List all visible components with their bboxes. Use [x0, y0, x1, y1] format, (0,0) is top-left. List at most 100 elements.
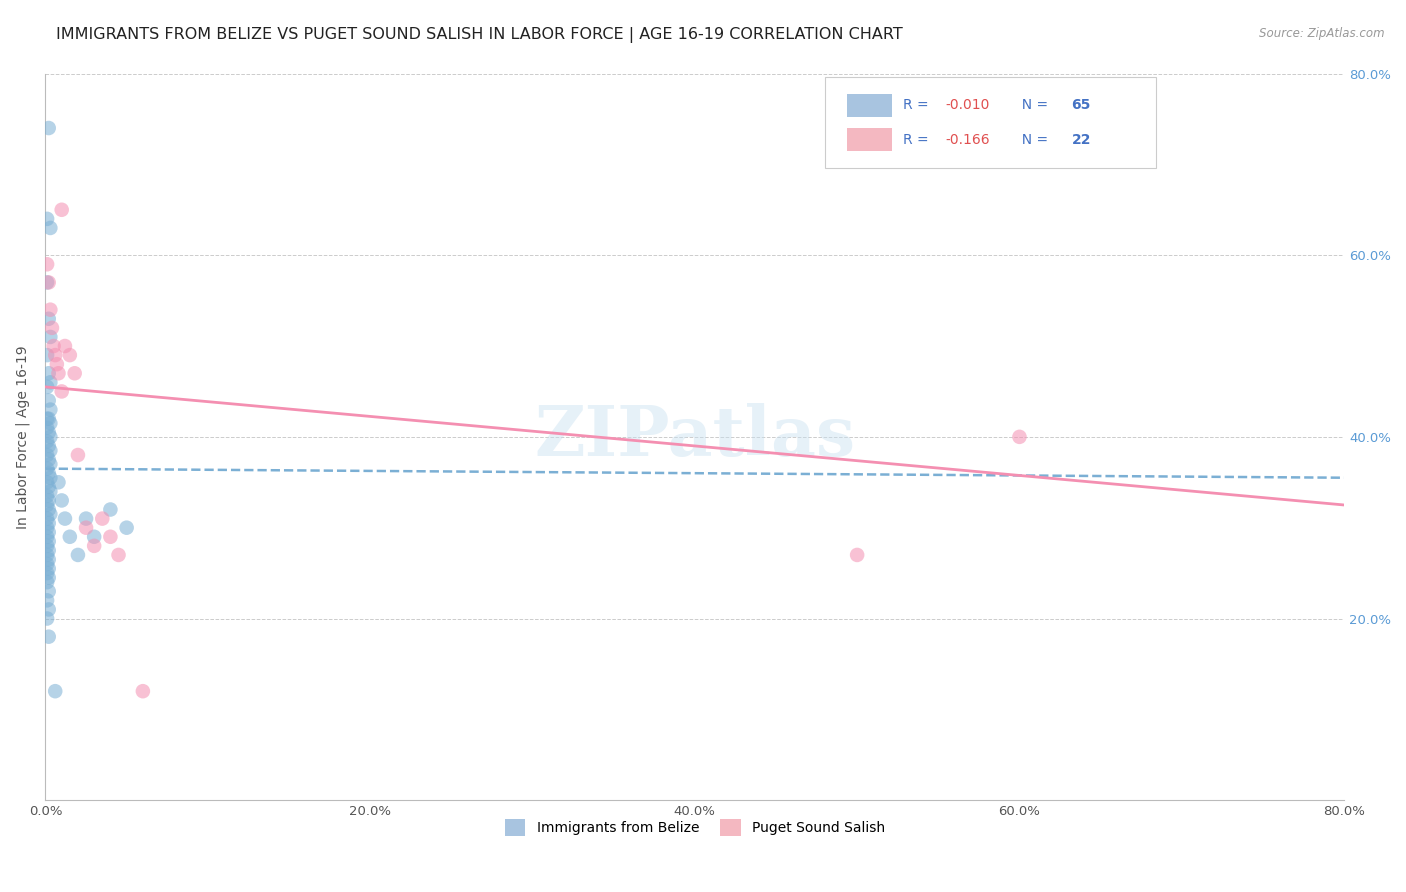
Point — [48, 366, 70, 380]
Point — [35, 257, 58, 271]
FancyBboxPatch shape — [846, 128, 893, 152]
Point — [39, 443, 62, 458]
Point — [51, 202, 73, 217]
Point — [91, 511, 114, 525]
Point — [51, 384, 73, 399]
Point — [63, 366, 86, 380]
Point — [39, 484, 62, 499]
Point — [66, 448, 89, 462]
Point — [38, 480, 60, 494]
FancyBboxPatch shape — [825, 77, 1156, 168]
Point — [39, 430, 62, 444]
Point — [59, 530, 82, 544]
Text: Source: ZipAtlas.com: Source: ZipAtlas.com — [1260, 27, 1385, 40]
Point — [38, 571, 60, 585]
Point — [38, 366, 60, 380]
Point — [39, 402, 62, 417]
Point — [38, 425, 60, 440]
Point — [38, 393, 60, 408]
Point — [115, 521, 138, 535]
Text: IMMIGRANTS FROM BELIZE VS PUGET SOUND SALISH IN LABOR FORCE | AGE 16-19 CORRELAT: IMMIGRANTS FROM BELIZE VS PUGET SOUND SA… — [56, 27, 903, 43]
Point — [35, 539, 58, 553]
Point — [100, 530, 122, 544]
Point — [35, 348, 58, 362]
Point — [38, 276, 60, 290]
Y-axis label: In Labor Force | Age 16-19: In Labor Force | Age 16-19 — [15, 345, 30, 529]
Text: R =: R = — [903, 98, 932, 112]
Point — [51, 493, 73, 508]
Point — [35, 380, 58, 394]
Point — [35, 461, 58, 475]
Point — [35, 521, 58, 535]
Point — [75, 521, 97, 535]
Point — [35, 593, 58, 607]
Point — [39, 416, 62, 430]
Point — [75, 511, 97, 525]
Point — [45, 357, 67, 371]
Point — [35, 566, 58, 580]
Point — [38, 466, 60, 480]
Point — [39, 507, 62, 521]
Point — [38, 584, 60, 599]
Point — [107, 548, 129, 562]
Point — [35, 498, 58, 512]
Point — [35, 557, 58, 571]
Point — [38, 561, 60, 575]
Point — [83, 530, 105, 544]
Point — [35, 475, 58, 490]
Point — [35, 211, 58, 226]
Point — [35, 548, 58, 562]
Point — [38, 502, 60, 516]
Point — [100, 502, 122, 516]
Point — [38, 121, 60, 136]
Point — [35, 489, 58, 503]
Point — [38, 516, 60, 530]
Text: 22: 22 — [1071, 133, 1091, 146]
Point — [38, 602, 60, 616]
Point — [48, 475, 70, 490]
Point — [53, 339, 76, 353]
Point — [35, 448, 58, 462]
Point — [66, 548, 89, 562]
Point — [39, 457, 62, 471]
Point — [38, 525, 60, 540]
Point — [38, 411, 60, 425]
Legend: Immigrants from Belize, Puget Sound Salish: Immigrants from Belize, Puget Sound Sali… — [496, 811, 893, 844]
Text: N =: N = — [1012, 133, 1053, 146]
Point — [35, 575, 58, 590]
Text: R =: R = — [903, 133, 932, 146]
Point — [35, 411, 58, 425]
Text: -0.010: -0.010 — [945, 98, 990, 112]
Point — [35, 276, 58, 290]
Point — [38, 311, 60, 326]
Point — [39, 376, 62, 390]
Point — [41, 321, 63, 335]
FancyBboxPatch shape — [846, 94, 893, 117]
Point — [35, 530, 58, 544]
Point — [38, 534, 60, 549]
Point — [35, 511, 58, 525]
Point — [53, 511, 76, 525]
Text: N =: N = — [1012, 98, 1053, 112]
Point — [846, 548, 869, 562]
Point — [83, 539, 105, 553]
Point — [1008, 430, 1031, 444]
Point — [59, 348, 82, 362]
Point — [39, 330, 62, 344]
Point — [38, 493, 60, 508]
Point — [38, 439, 60, 453]
Point — [38, 552, 60, 566]
Point — [132, 684, 155, 698]
Point — [39, 221, 62, 235]
Point — [38, 543, 60, 558]
Point — [35, 611, 58, 625]
Point — [42, 339, 65, 353]
Text: ZIPatlas: ZIPatlas — [534, 403, 855, 470]
Point — [38, 452, 60, 467]
Point — [35, 421, 58, 435]
Point — [44, 348, 66, 362]
Point — [44, 684, 66, 698]
Point — [38, 630, 60, 644]
Point — [35, 434, 58, 449]
Point — [39, 302, 62, 317]
